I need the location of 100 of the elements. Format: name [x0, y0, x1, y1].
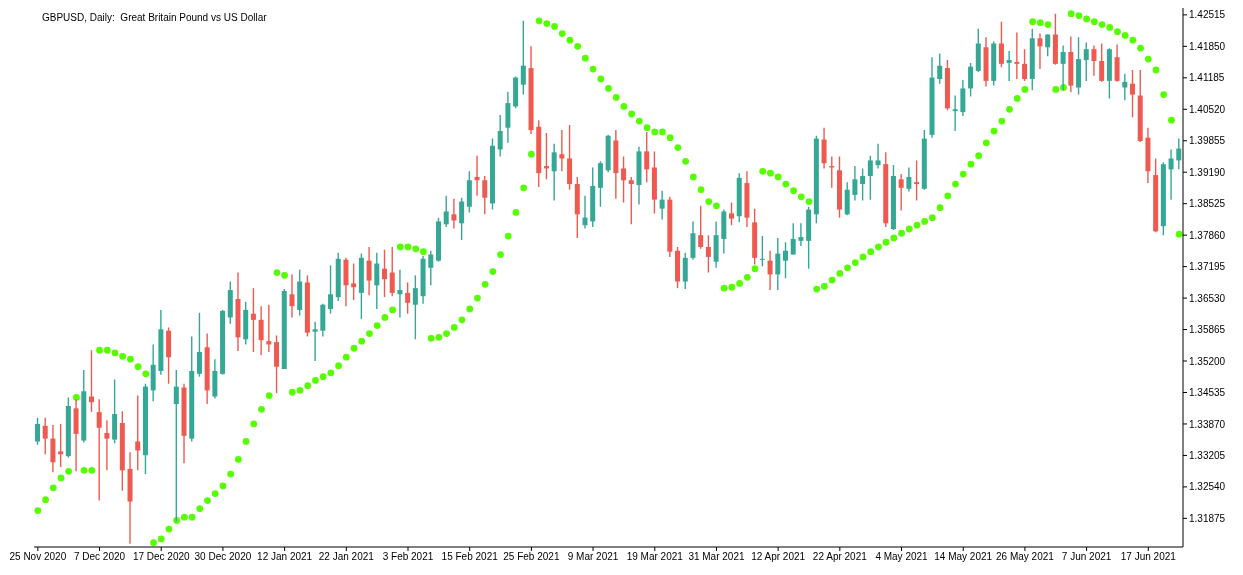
candlestick [397, 268, 403, 319]
candlestick [366, 246, 372, 296]
candlestick [960, 79, 966, 117]
candlestick [389, 246, 395, 297]
candlestick [867, 154, 873, 201]
candlestick [705, 234, 711, 274]
x-tick-label: 30 Dec 2020 [194, 551, 252, 563]
candlestick [1130, 69, 1136, 119]
y-tick-label: 1.33205 [1189, 449, 1226, 461]
candlestick [621, 155, 627, 204]
candlestick [729, 201, 735, 226]
candlestick [1006, 50, 1012, 82]
x-tick-label: 17 Dec 2020 [132, 551, 191, 563]
candlestick [1014, 31, 1020, 80]
candlestick [860, 167, 866, 202]
x-tick-label: 25 Nov 2020 [9, 551, 67, 563]
candlestick [196, 312, 202, 378]
candlestick [698, 205, 704, 250]
y-tick-label: 1.39855 [1189, 135, 1226, 147]
y-tick-label: 1.41850 [1189, 40, 1226, 52]
candlestick [952, 94, 958, 132]
candlestick [351, 262, 357, 301]
y-tick-label: 1.34535 [1189, 387, 1226, 399]
candlestick [821, 127, 827, 170]
candlestick [459, 197, 465, 241]
candlestick [898, 173, 904, 212]
y-tick-label: 1.37195 [1189, 261, 1226, 273]
candlestick [258, 305, 264, 357]
candlestick [628, 176, 634, 225]
candlestick [875, 143, 881, 170]
candlestick [998, 21, 1004, 68]
y-tick-label: 1.42515 [1189, 9, 1226, 21]
candlestick [559, 129, 565, 172]
candlestick [58, 423, 64, 468]
x-tick-label: 26 May 2021 [996, 551, 1055, 563]
candlestick [1091, 44, 1097, 77]
candlestick [937, 52, 943, 85]
candlestick [551, 143, 557, 202]
y-tick-label: 1.40520 [1189, 103, 1226, 115]
candlestick [443, 195, 449, 228]
candlestick [1122, 73, 1128, 101]
candlestick [412, 274, 418, 340]
candlestick [289, 273, 295, 319]
y-tick-label: 1.35200 [1189, 355, 1226, 367]
x-tick-label: 31 Mar 2021 [688, 551, 745, 563]
candlestick [135, 394, 141, 472]
candlestick [775, 237, 781, 291]
candlestick [582, 195, 588, 230]
y-tick-label: 1.39190 [1189, 166, 1226, 178]
candlestick [759, 235, 765, 268]
x-tick-label: 12 Jan 2021 [257, 551, 313, 563]
candlestick [790, 222, 796, 256]
x-tick-label: 7 Dec 2020 [73, 551, 126, 563]
candlestick [1114, 43, 1120, 83]
candlestick [1022, 48, 1028, 82]
candlestick [405, 281, 411, 315]
y-tick-label: 1.35865 [1189, 324, 1226, 336]
y-tick-label: 1.41185 [1189, 72, 1225, 84]
y-tick-label: 1.31875 [1189, 512, 1226, 524]
candlestick [104, 419, 110, 472]
y-tick-label: 1.37860 [1189, 229, 1226, 241]
candlestick [1099, 42, 1105, 83]
candlestick [451, 198, 457, 230]
candlestick [374, 251, 380, 310]
y-tick-label: 1.32540 [1189, 481, 1226, 493]
chart-title: GBPUSD, Daily: Great Britain Pound vs US Dollar [42, 12, 267, 23]
candlestick [520, 20, 526, 96]
y-tick-label: 1.38525 [1189, 198, 1226, 210]
candlestick [1168, 148, 1174, 201]
candlestick [35, 417, 40, 446]
candlestick [328, 264, 334, 315]
candlestick [42, 417, 48, 455]
candlestick [659, 189, 665, 221]
x-tick-label: 9 Mar 2021 [567, 551, 619, 563]
y-tick-label: 1.33870 [1189, 418, 1226, 430]
x-tick-label: 7 Jun 2021 [1061, 551, 1112, 563]
candlestick [914, 159, 920, 202]
candlestick [852, 165, 858, 202]
candlestick [798, 222, 804, 247]
candlestick [968, 62, 974, 98]
x-tick-label: 12 Apr 2021 [751, 551, 806, 563]
candlestick [1083, 41, 1089, 82]
x-tick-label: 22 Jan 2021 [318, 551, 375, 563]
candlestick [173, 369, 179, 523]
candlestick [1037, 32, 1043, 70]
candlestick [428, 250, 434, 287]
candlestick [50, 424, 56, 473]
x-tick-label: 4 May 2021 [875, 551, 929, 563]
candlestick [250, 287, 256, 353]
candlestick [96, 398, 102, 502]
x-tick-label: 19 Mar 2021 [626, 551, 684, 563]
x-tick-label: 14 May 2021 [934, 551, 993, 563]
x-tick-label: 3 Feb 2021 [382, 551, 434, 563]
candlestick [312, 321, 318, 362]
x-tick-label: 22 Apr 2021 [812, 551, 868, 563]
candlestick [382, 249, 388, 298]
candlestick [482, 175, 488, 216]
candlestick [783, 241, 789, 279]
candlestick [906, 166, 912, 193]
candlestick [644, 131, 650, 183]
